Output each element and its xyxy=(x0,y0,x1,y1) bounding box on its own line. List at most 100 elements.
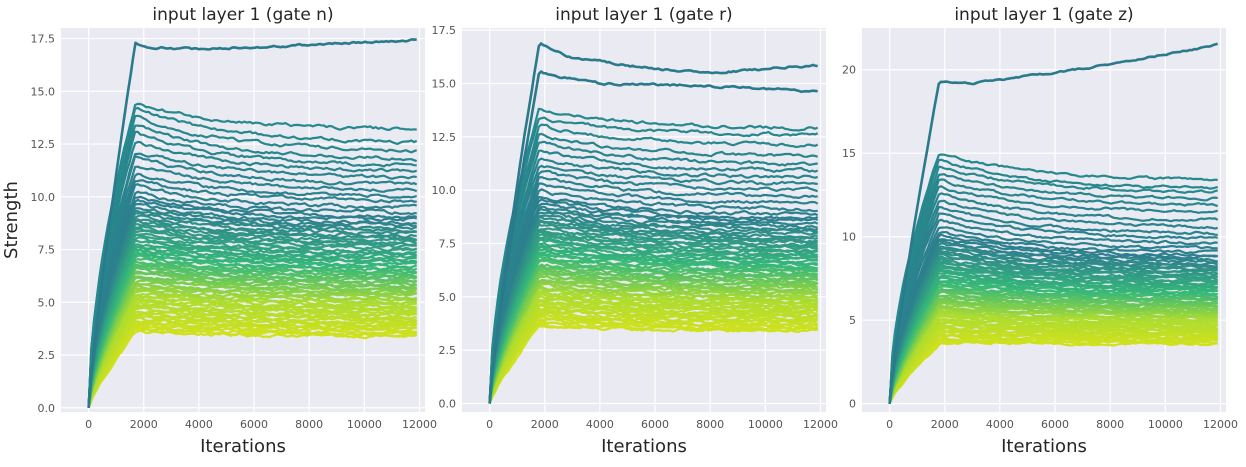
series-line xyxy=(488,132,819,403)
x-tick-label: 8000 xyxy=(1096,418,1124,431)
x-tick-label: 2000 xyxy=(130,418,158,431)
y-tick-label: 2.5 xyxy=(439,344,457,357)
series-line xyxy=(87,297,417,409)
series-line xyxy=(488,116,819,404)
series-line xyxy=(87,203,418,408)
series-line xyxy=(87,165,418,408)
series-line xyxy=(888,245,1219,404)
series-line xyxy=(888,329,1218,404)
series-line xyxy=(87,209,417,408)
series-line xyxy=(888,173,1218,404)
series-line xyxy=(488,149,819,403)
x-tick-label: 4000 xyxy=(185,418,213,431)
series-line xyxy=(888,178,1219,404)
series-line xyxy=(488,107,819,404)
y-tick-label: 7.5 xyxy=(38,244,56,257)
series-line xyxy=(888,218,1218,404)
series-line xyxy=(87,266,418,408)
series-line xyxy=(488,250,818,404)
series-line xyxy=(488,315,819,404)
y-tick-label: 20 xyxy=(842,64,856,77)
x-tick-label: 6000 xyxy=(641,418,669,431)
series-line xyxy=(888,212,1218,404)
second-series-line xyxy=(488,70,818,404)
series-line xyxy=(87,260,417,408)
series-line xyxy=(888,287,1218,404)
x-tick-label: 0 xyxy=(886,418,893,431)
y-tick-label: 10.0 xyxy=(31,191,56,204)
series-line xyxy=(87,211,418,408)
x-tick-label: 10000 xyxy=(347,418,382,431)
x-tick-label: 12000 xyxy=(1203,418,1238,431)
chart-title: input layer 1 (gate r) xyxy=(555,5,732,25)
series-line xyxy=(888,192,1219,404)
x-tick-label: 6000 xyxy=(240,418,268,431)
series-line xyxy=(488,307,818,404)
y-tick-label: 17.5 xyxy=(432,24,457,37)
series-line xyxy=(888,338,1218,404)
x-tick-label: 2000 xyxy=(531,418,559,431)
series-line xyxy=(87,218,417,408)
series-line xyxy=(888,295,1218,404)
y-tick-label: 10.0 xyxy=(432,184,457,197)
series-line xyxy=(87,298,418,408)
x-tick-label: 0 xyxy=(486,418,493,431)
series-line xyxy=(87,292,417,409)
series-line xyxy=(87,329,418,408)
y-tick-label: 5.0 xyxy=(38,296,56,309)
series-line xyxy=(488,219,818,404)
series-group xyxy=(87,38,418,409)
x-axis-label: Iterations xyxy=(1001,436,1087,457)
series-line xyxy=(87,183,418,408)
series-line xyxy=(87,251,418,408)
y-tick-label: 0 xyxy=(849,398,856,411)
series-line xyxy=(87,243,417,408)
y-tick-label: 7.5 xyxy=(439,237,457,250)
series-line xyxy=(488,321,819,404)
series-line xyxy=(488,227,818,404)
panel-gate-z: 0 2000 4000 6000 8000 10000 12000 0 5 10 15 20 input… xyxy=(842,5,1238,457)
chart-title: input layer 1 (gate n) xyxy=(152,5,333,25)
panel-gate-n: 0 2000 4000 6000 8000 10000 12000 0.0 2.5 5.0 7.5 1… xyxy=(1,5,437,457)
x-tick-label: 10000 xyxy=(748,418,783,431)
x-tick-label: 10000 xyxy=(1148,418,1183,431)
y-tick-label: 5 xyxy=(849,314,856,327)
series-line xyxy=(488,300,818,404)
series-line xyxy=(87,309,417,409)
series-line xyxy=(488,317,818,404)
series-line xyxy=(488,211,819,403)
series-line xyxy=(488,198,819,404)
series-line xyxy=(888,199,1219,404)
series-line xyxy=(87,124,418,407)
series-line xyxy=(488,265,818,404)
x-tick-label: 0 xyxy=(85,418,92,431)
series-line xyxy=(87,233,417,408)
series-line xyxy=(87,106,418,408)
y-tick-label: 12.5 xyxy=(432,131,457,144)
x-tick-label: 8000 xyxy=(696,418,724,431)
series-line xyxy=(888,153,1218,404)
y-tick-label: 15 xyxy=(842,147,856,160)
y-tick-label: 5.0 xyxy=(439,291,457,304)
series-line xyxy=(488,188,818,404)
series-line xyxy=(488,235,818,403)
series-line xyxy=(87,102,417,408)
series-line xyxy=(488,258,818,404)
series-line xyxy=(488,205,819,403)
y-tick-label: 0.0 xyxy=(439,397,457,410)
series-line xyxy=(488,182,819,404)
series-line xyxy=(87,179,417,408)
series-line xyxy=(488,196,819,404)
series-line xyxy=(87,219,417,407)
series-line xyxy=(888,318,1218,404)
series-line xyxy=(87,214,417,408)
series-line xyxy=(87,114,418,408)
series-group xyxy=(488,42,819,404)
series-line xyxy=(488,157,818,404)
y-axis-label: Strength xyxy=(1,181,22,259)
series-group xyxy=(888,42,1219,405)
series-line xyxy=(87,326,418,408)
series-line xyxy=(888,165,1218,404)
series-line xyxy=(87,195,417,408)
y-tick-label: 12.5 xyxy=(31,138,56,151)
